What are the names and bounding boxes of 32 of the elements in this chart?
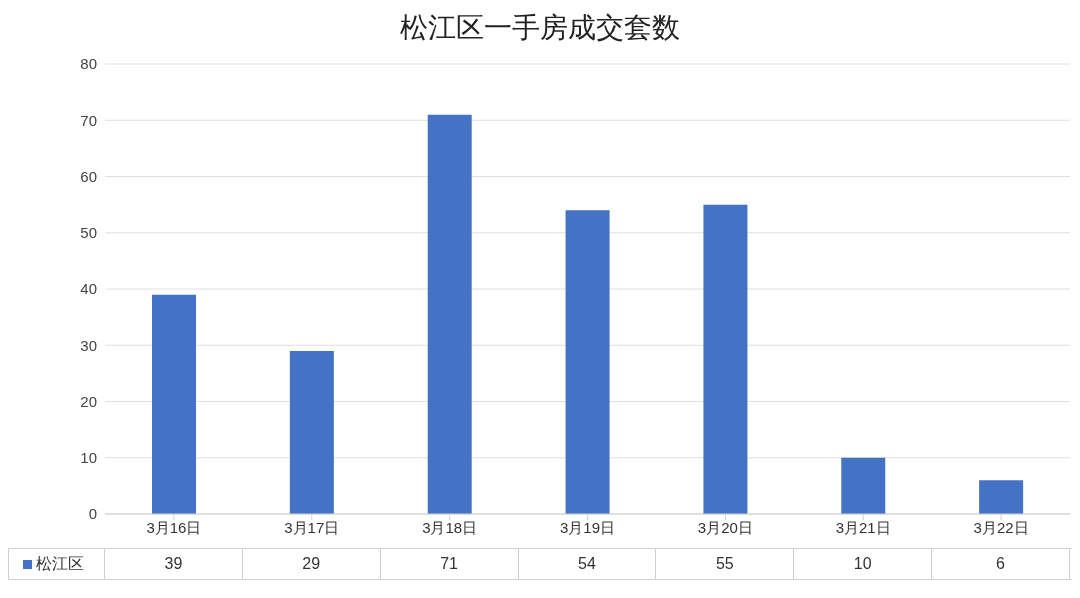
x-tick-label: 3月19日 <box>559 518 616 536</box>
data-label: 71 <box>380 549 519 579</box>
x-tick-label: 3月16日 <box>146 518 202 536</box>
bar <box>152 294 196 514</box>
y-tick-label: 80 <box>80 55 97 73</box>
data-label: 10 <box>794 549 933 579</box>
x-tick-label: 3月17日 <box>284 518 340 536</box>
x-tick-label: 3月21日 <box>835 518 891 536</box>
bar <box>427 114 472 514</box>
data-label: 55 <box>656 549 795 579</box>
y-tick-label: 70 <box>80 111 97 129</box>
bar <box>703 204 748 514</box>
y-tick-label: 60 <box>80 167 97 185</box>
bar <box>565 210 610 514</box>
data-label: 39 <box>105 549 243 579</box>
y-tick-label: 10 <box>80 449 97 467</box>
bar <box>289 350 334 514</box>
bar <box>979 480 1024 514</box>
data-label: 6 <box>932 549 1070 579</box>
data-label: 54 <box>518 549 657 579</box>
x-tick-label: 3月22日 <box>973 518 1029 536</box>
y-tick-label: 0 <box>88 505 97 523</box>
y-tick-label: 40 <box>80 280 97 298</box>
bar <box>841 457 886 514</box>
x-tick-label: 3月18日 <box>422 518 478 536</box>
y-tick-label: 50 <box>80 224 97 242</box>
y-tick-label: 30 <box>80 336 97 354</box>
data-label: 29 <box>242 549 381 579</box>
x-tick-label: 3月20日 <box>697 518 753 536</box>
chart-title: 松江区一手房成交套数 <box>399 11 681 45</box>
legend-label: 松江区 <box>36 553 84 574</box>
y-tick-label: 20 <box>80 392 97 410</box>
